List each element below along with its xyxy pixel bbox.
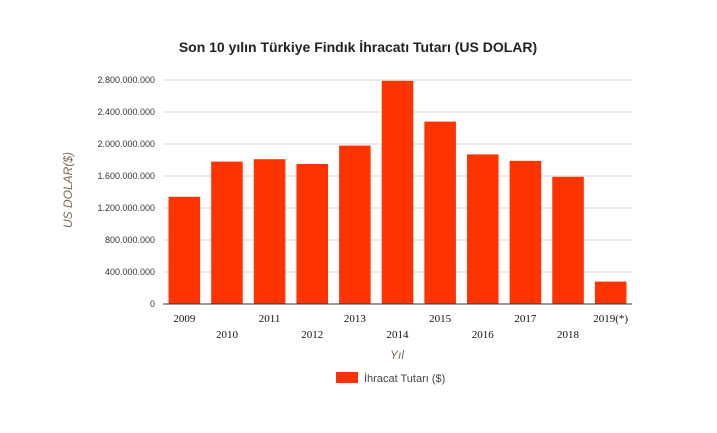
x-tick-label: 2011 <box>259 313 281 325</box>
y-tick-label: 2.400.000.000 <box>97 107 155 117</box>
x-tick-label: 2015 <box>429 313 452 325</box>
bar-2011[interactable] <box>253 159 286 304</box>
y-tick-label: 1.600.000.000 <box>97 171 155 181</box>
x-tick-label: 2013 <box>344 313 367 325</box>
y-tick-label: 800.000.000 <box>105 235 155 245</box>
x-tick-label: 2018 <box>557 329 580 341</box>
x-axis-label: Yıl <box>390 348 404 362</box>
bars <box>168 80 627 304</box>
legend[interactable]: İhracat Tutarı ($) <box>336 372 445 385</box>
x-tick-label: 2016 <box>472 329 495 341</box>
x-tick-label: 2012 <box>301 329 323 341</box>
x-tick-label: 2017 <box>514 313 537 325</box>
legend-swatch <box>336 372 358 383</box>
y-tick-label: 400.000.000 <box>105 267 155 277</box>
bar-2010[interactable] <box>211 161 243 304</box>
bar-2015[interactable] <box>424 121 456 304</box>
x-tick-label: 2009 <box>173 313 196 325</box>
y-tick-label: 1.200.000.000 <box>97 203 155 213</box>
y-axis-ticks: 0 400.000.000 800.000.000 1.200.000.000 1.60… <box>97 75 155 309</box>
x-tick-label: 2014 <box>387 329 410 341</box>
legend-label: İhracat Tutarı ($) <box>364 372 445 385</box>
bar-2014[interactable] <box>381 80 414 304</box>
y-axis-label: US DOLAR($) <box>61 152 75 228</box>
chart-title: Son 10 yılın Türkiye Findık İhracatı Tut… <box>179 39 537 55</box>
y-tick-label: 0 <box>150 299 155 309</box>
bar-2012[interactable] <box>296 164 329 304</box>
bar-2019(*)[interactable] <box>594 281 627 304</box>
bar-2013[interactable] <box>339 145 371 304</box>
bar-2009[interactable] <box>168 196 201 304</box>
x-tick-label: 2010 <box>216 329 239 341</box>
y-tick-label: 2.800.000.000 <box>97 75 155 85</box>
x-axis-ticks: 2009 2010 2011 2012 2013 2014 2015 2016 2017 2018… <box>173 313 628 341</box>
y-tick-label: 2.000.000.000 <box>97 139 155 149</box>
bar-2016[interactable] <box>466 154 499 304</box>
x-tick-label: 2019(*) <box>593 313 628 325</box>
bar-2017[interactable] <box>509 160 542 304</box>
bar-2018[interactable] <box>552 176 584 304</box>
